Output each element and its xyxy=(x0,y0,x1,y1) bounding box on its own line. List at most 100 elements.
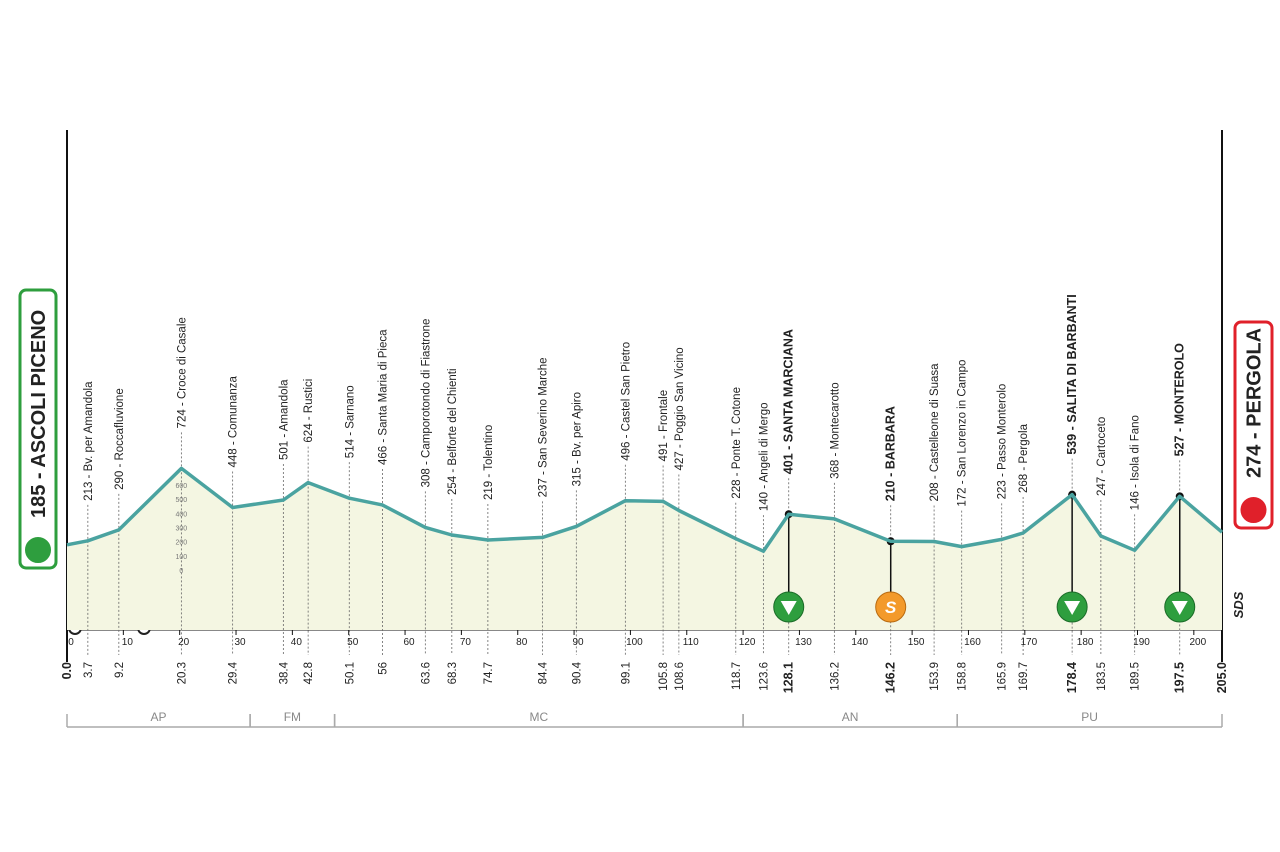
km-tick-label: 70 xyxy=(460,637,472,648)
km-tick-label: 190 xyxy=(1133,637,1150,648)
km-tick-label: 120 xyxy=(739,637,756,648)
km-tick-label: 200 xyxy=(1189,637,1206,648)
waypoint-km: 20.3 xyxy=(176,662,188,684)
waypoint-km: 56 xyxy=(378,662,390,675)
waypoint-km: 118.7 xyxy=(731,662,743,690)
km-tick-label: 90 xyxy=(573,637,585,648)
gpm-triangle xyxy=(780,601,797,615)
km-tick-label: 50 xyxy=(347,637,359,648)
waypoint-km: 165.9 xyxy=(997,662,1009,691)
start-label: 185 - ASCOLI PICENO xyxy=(28,310,50,518)
waypoint-label: 268 - Pergola xyxy=(1018,423,1030,493)
profile-area xyxy=(67,468,1222,630)
km-tick-label: 160 xyxy=(964,637,981,648)
km-tick-label: 130 xyxy=(795,637,812,648)
waypoint-km: 84.4 xyxy=(538,661,550,684)
waypoint-label: 624 - Rustici xyxy=(303,379,315,443)
province-label: FM xyxy=(284,710,301,724)
waypoint-label: 427 - Poggio San Vicino xyxy=(674,347,686,470)
finish-km: 205.0 xyxy=(1215,662,1229,693)
waypoint-km: 158.8 xyxy=(957,662,969,691)
waypoint-km: 136.2 xyxy=(829,662,841,691)
waypoint-label: 496 - Castel San Pietro xyxy=(620,342,632,461)
logo: SDS xyxy=(1231,591,1246,618)
altitude-tick-label: 400 xyxy=(176,511,188,518)
waypoint-km: 99.1 xyxy=(620,662,632,684)
waypoint-label: 308 - Camporotondo di Fiastrone xyxy=(420,319,432,488)
waypoint-label: 237 - San Severino Marche xyxy=(538,357,550,497)
waypoint-label: 315 - Bv. per Apiro xyxy=(571,392,583,486)
waypoint-label: 213 - Bv. per Amandola xyxy=(83,381,95,501)
waypoint-km: 123.6 xyxy=(758,662,770,691)
waypoint-label: 491 - Frontale xyxy=(658,390,670,462)
start-banner xyxy=(18,288,58,570)
waypoint-label: 514 - Sarnano xyxy=(344,385,356,458)
finish-icon xyxy=(1238,495,1269,525)
waypoint-label: 466 - Santa Maria di Pieca xyxy=(378,329,390,465)
start-km: 0.0 xyxy=(60,662,74,679)
km-tick-label: 40 xyxy=(291,637,303,648)
waypoint-label: 172 - San Lorenzo in Campo xyxy=(957,360,969,507)
waypoint-km: 50.1 xyxy=(344,662,356,684)
finish-banner xyxy=(1233,320,1274,530)
waypoint-label: 254 - Belforte del Chienti xyxy=(447,368,459,495)
province-label: AP xyxy=(151,710,167,724)
waypoint-label: 228 - Ponte T. Cotone xyxy=(731,387,743,499)
gpm-triangle xyxy=(1064,601,1081,615)
waypoint-km: 108.6 xyxy=(674,662,686,691)
waypoint-km: 153.9 xyxy=(929,662,941,691)
km-tick-label: 20 xyxy=(178,637,190,648)
waypoint-km: 68.3 xyxy=(447,662,459,684)
km-tick-label: 100 xyxy=(626,637,643,648)
waypoint-label: 140 - Angeli di Mergo xyxy=(758,402,770,511)
waypoint-label: 146 - Isola di Fano xyxy=(1130,415,1142,510)
waypoint-km: 128.1 xyxy=(782,662,796,693)
waypoint-label: 368 - Montecarotto xyxy=(829,382,841,479)
waypoint-km: 90.4 xyxy=(571,661,583,684)
waypoint-label: 527 - MONTEROLO xyxy=(1173,343,1187,456)
gpm-triangle xyxy=(1171,601,1188,615)
waypoint-km: 183.5 xyxy=(1096,662,1108,691)
sprint-symbol: S xyxy=(885,598,897,617)
waypoint-km: 105.8 xyxy=(658,662,670,691)
waypoint-km: 42.8 xyxy=(303,662,315,684)
province-label: AN xyxy=(842,710,859,724)
waypoint-km: 63.6 xyxy=(420,662,432,684)
sprint-icon xyxy=(875,591,907,623)
altitude-tick-label: 600 xyxy=(176,483,188,490)
km-tick-label: 0 xyxy=(68,637,74,648)
waypoint-km: 197.5 xyxy=(1173,662,1187,693)
waypoint-km: 146.2 xyxy=(884,662,898,693)
km-tick-label: 30 xyxy=(234,637,246,648)
waypoint-label: 223 - Passo Monterolo xyxy=(997,384,1009,500)
waypoint-label: 724 - Croce di Casale xyxy=(176,317,188,428)
km-tick-label: 180 xyxy=(1077,637,1094,648)
waypoint-label: 539 - SALITA DI BARBANTI xyxy=(1065,294,1079,454)
waypoint-label: 290 - Roccafluvione xyxy=(114,388,126,490)
km-tick-label: 170 xyxy=(1020,637,1037,648)
waypoint-km: 169.7 xyxy=(1018,662,1030,691)
waypoint-label: 401 - SANTA MARCIANA xyxy=(782,329,796,474)
waypoint-km: 178.4 xyxy=(1065,662,1079,693)
waypoint-label: 501 - Amandola xyxy=(278,379,290,460)
altitude-tick-label: 0 xyxy=(179,568,183,575)
waypoint-label: 210 - BARBARA xyxy=(884,406,898,501)
km-tick-label: 10 xyxy=(122,637,134,648)
finish-label: 274 - PERGOLA xyxy=(1244,328,1266,478)
waypoint-km: 3.7 xyxy=(83,662,95,678)
waypoint-km: 189.5 xyxy=(1130,662,1142,691)
province-label: PU xyxy=(1081,710,1098,724)
start-icon xyxy=(23,535,53,565)
waypoint-km: 74.7 xyxy=(483,662,495,684)
km-tick-label: 60 xyxy=(403,637,415,648)
km-tick-label: 110 xyxy=(683,637,699,648)
province-label: MC xyxy=(530,710,549,724)
waypoint-label: 448 - Comunanza xyxy=(228,376,240,468)
waypoint-label: 247 - Cartoceto xyxy=(1096,417,1108,496)
waypoint-km: 9.2 xyxy=(114,662,126,678)
waypoint-label: 219 - Tolentino xyxy=(483,425,495,500)
waypoint-label: 208 - Castelleone di Suasa xyxy=(929,363,941,502)
altitude-tick-label: 200 xyxy=(176,540,188,547)
waypoint-km: 29.4 xyxy=(228,661,240,684)
